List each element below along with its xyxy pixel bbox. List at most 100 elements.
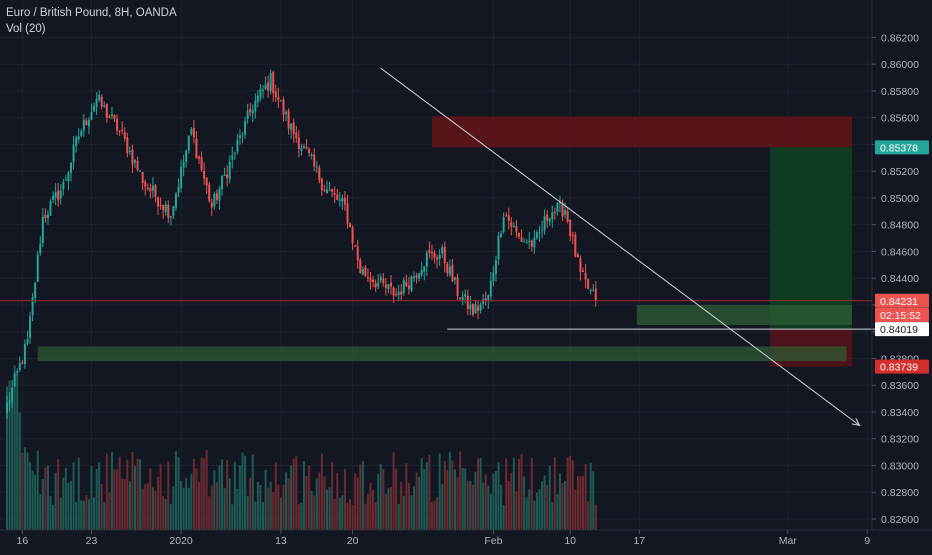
- volume-bar: [505, 458, 508, 530]
- candle-body: [290, 123, 293, 130]
- volume-bar: [11, 388, 14, 530]
- volume-bar: [287, 478, 290, 530]
- volume-bar: [407, 483, 410, 530]
- volume-bar: [341, 495, 344, 530]
- candle-body: [208, 184, 211, 202]
- volume-bar: [162, 496, 165, 530]
- candle-body: [146, 187, 149, 189]
- volume-bar: [123, 479, 126, 530]
- candle-body: [349, 223, 352, 228]
- volume-bar: [328, 487, 331, 530]
- candle-body: [231, 155, 234, 160]
- volume-bar: [297, 504, 300, 530]
- candle-body: [177, 186, 180, 194]
- time-tick-label: 10: [564, 535, 576, 547]
- volume-bar: [274, 462, 277, 530]
- candle-body: [505, 215, 508, 217]
- price-axis[interactable]: 0.862000.860000.858000.856000.854000.852…: [872, 32, 919, 526]
- candle-body: [446, 263, 449, 274]
- candle-body: [241, 135, 244, 137]
- candle-body: [233, 152, 236, 154]
- candle-body: [343, 197, 346, 205]
- volume-bar: [520, 454, 523, 530]
- candle-body: [244, 120, 247, 135]
- volume-bar: [269, 481, 272, 530]
- volume-bar: [538, 489, 541, 530]
- volume-bar: [223, 488, 226, 530]
- candle-body: [479, 304, 482, 311]
- volume-bar: [21, 452, 24, 530]
- candle-body: [185, 150, 188, 162]
- drawing-zones[interactable]: [37, 116, 852, 367]
- volume-bar: [438, 453, 441, 530]
- volume-bar: [566, 457, 569, 530]
- candle-body: [282, 99, 285, 115]
- time-axis[interactable]: 16 23 2020 13 20 Feb 10 17 Mar 9: [17, 530, 871, 547]
- candle-body: [67, 172, 70, 182]
- candle-body: [448, 266, 451, 275]
- take-profit-zone[interactable]: [769, 147, 852, 330]
- price-badge-label: 02:15:52: [880, 310, 921, 322]
- candles: [6, 69, 597, 420]
- volume-bar: [246, 496, 249, 530]
- drawing-lines[interactable]: [0, 67, 917, 427]
- price-tick-label: 0.83000: [881, 460, 919, 472]
- volume-bar: [461, 467, 464, 530]
- candle-body: [489, 280, 492, 297]
- candle-body: [451, 264, 454, 282]
- candle-body: [8, 400, 11, 405]
- volume-bar: [556, 494, 559, 530]
- candle-body: [236, 139, 239, 152]
- candle-body: [390, 282, 392, 287]
- volume-bar: [571, 460, 574, 530]
- candle-body: [372, 279, 375, 283]
- candle-body: [44, 214, 47, 219]
- candle-body: [256, 95, 259, 102]
- trend-line[interactable]: [380, 67, 860, 426]
- candle-body: [139, 170, 142, 172]
- time-tick-label: 17: [633, 535, 645, 547]
- price-tick-label: 0.84800: [881, 220, 919, 232]
- candle-body: [200, 157, 203, 170]
- candle-body: [558, 201, 561, 204]
- candle-body: [203, 170, 206, 179]
- candle-body: [533, 237, 536, 248]
- volume-bar: [29, 461, 32, 530]
- support-zone-lower[interactable]: [37, 346, 847, 362]
- volume-bar: [41, 479, 44, 530]
- volume-bar: [85, 495, 88, 530]
- volume-bar: [177, 456, 180, 530]
- volume-bar: [8, 380, 11, 530]
- volume-bar: [180, 480, 183, 530]
- candle-body: [116, 118, 119, 131]
- candle-body: [213, 193, 216, 207]
- volume-bar: [116, 469, 119, 530]
- candle-body: [238, 135, 241, 138]
- stop-loss-zone[interactable]: [431, 116, 852, 148]
- price-tick-label: 0.85800: [881, 86, 919, 98]
- price-tick-label: 0.85200: [881, 166, 919, 178]
- volume-bar: [377, 474, 380, 530]
- support-zone-upper[interactable]: [636, 304, 852, 326]
- candle-body: [466, 295, 469, 309]
- volume-bar: [418, 476, 421, 530]
- volume-bar: [23, 447, 26, 530]
- price-tick-label: 0.83200: [881, 434, 919, 446]
- volume-bar: [272, 492, 275, 530]
- volume-bar: [95, 469, 98, 530]
- volume-bar: [244, 455, 247, 530]
- candle-body: [535, 232, 538, 238]
- candle-body: [320, 178, 323, 191]
- candle-body: [70, 162, 72, 173]
- volume-bar: [59, 497, 62, 530]
- volume-bar: [502, 504, 505, 530]
- price-badge: [875, 140, 929, 155]
- candle-body: [75, 137, 78, 146]
- volume-bar: [494, 471, 497, 530]
- candle-body: [333, 193, 336, 195]
- candle-body: [21, 362, 24, 364]
- candle-body: [546, 214, 549, 221]
- candle-body: [174, 193, 177, 208]
